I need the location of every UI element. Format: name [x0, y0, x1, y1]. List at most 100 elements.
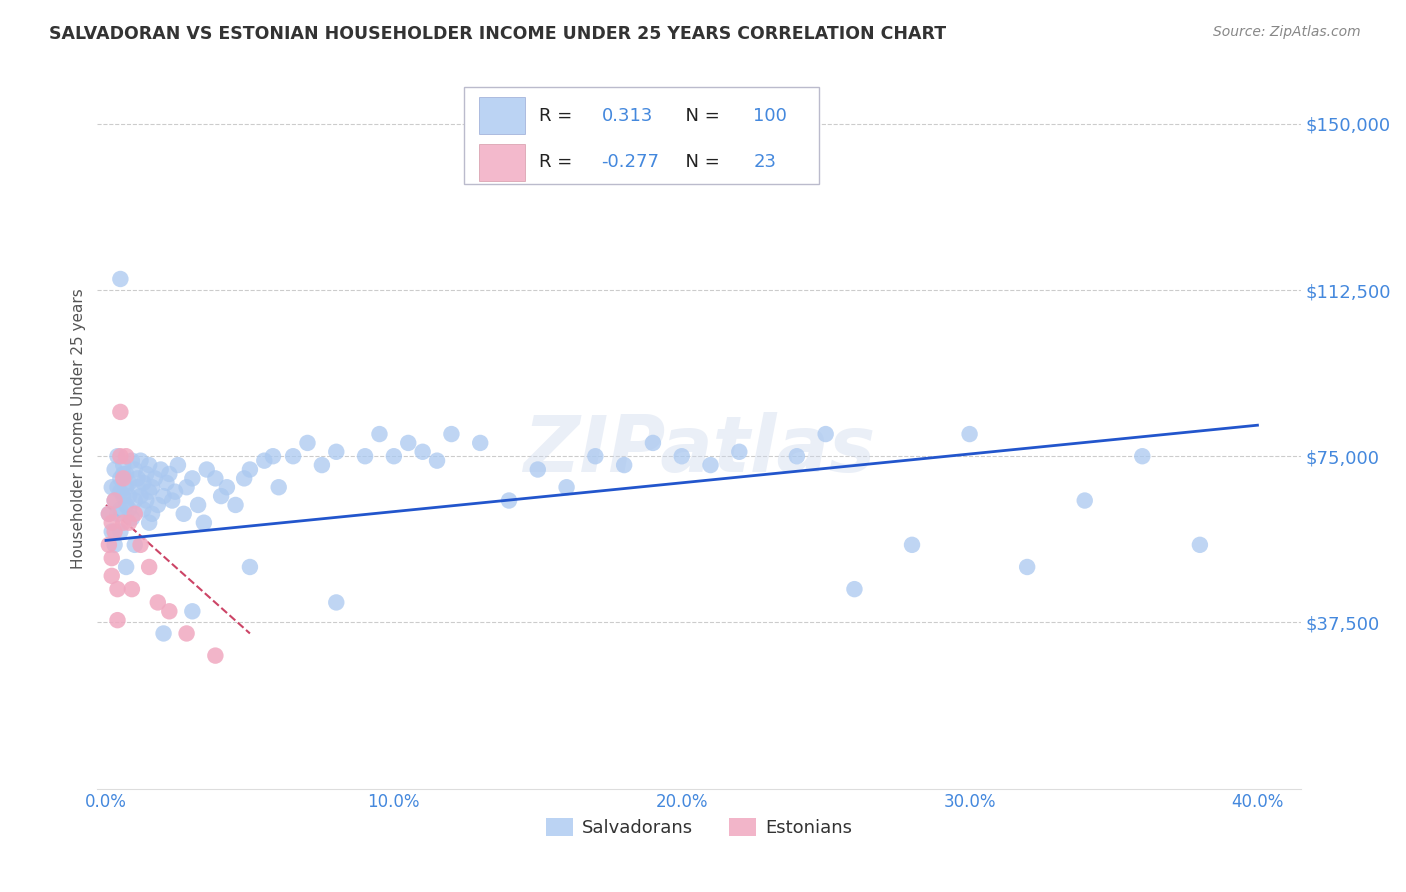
- Point: [396, 436, 419, 450]
- Text: Source: ZipAtlas.com: Source: ZipAtlas.com: [1213, 25, 1361, 39]
- Point: [613, 458, 636, 472]
- Text: R =: R =: [538, 153, 578, 171]
- Point: [160, 493, 183, 508]
- Point: [143, 471, 166, 485]
- Point: [100, 516, 122, 530]
- Point: [110, 405, 132, 419]
- Point: [115, 449, 138, 463]
- Point: [157, 604, 180, 618]
- Point: [149, 462, 172, 476]
- Point: [167, 458, 190, 472]
- Text: 23: 23: [754, 153, 776, 171]
- Point: [121, 453, 143, 467]
- Point: [110, 484, 132, 499]
- Point: [112, 516, 135, 530]
- Point: [110, 502, 132, 516]
- Point: [204, 471, 226, 485]
- Point: [141, 507, 163, 521]
- Point: [135, 493, 157, 508]
- Point: [141, 480, 163, 494]
- Point: [583, 449, 606, 463]
- Point: [641, 436, 664, 450]
- Point: [124, 538, 146, 552]
- Point: [152, 489, 174, 503]
- Point: [204, 648, 226, 663]
- Legend: Salvadorans, Estonians: Salvadorans, Estonians: [538, 811, 859, 845]
- Point: [155, 475, 177, 490]
- Point: [110, 524, 132, 539]
- Text: R =: R =: [538, 107, 578, 125]
- Point: [112, 489, 135, 503]
- Point: [498, 493, 520, 508]
- Point: [181, 471, 204, 485]
- Point: [152, 626, 174, 640]
- Text: N =: N =: [673, 107, 725, 125]
- Point: [97, 538, 120, 552]
- Point: [165, 484, 187, 499]
- Point: [311, 458, 333, 472]
- Point: [138, 560, 160, 574]
- Point: [104, 462, 127, 476]
- Point: [233, 471, 256, 485]
- Point: [526, 462, 548, 476]
- Point: [107, 449, 129, 463]
- Point: [146, 498, 169, 512]
- Point: [112, 467, 135, 481]
- FancyBboxPatch shape: [464, 87, 820, 184]
- Point: [118, 502, 141, 516]
- Point: [115, 560, 138, 574]
- Point: [382, 449, 405, 463]
- Point: [368, 427, 391, 442]
- Point: [181, 604, 204, 618]
- Point: [138, 458, 160, 472]
- Text: 0.313: 0.313: [602, 107, 652, 125]
- Point: [786, 449, 808, 463]
- Point: [239, 462, 262, 476]
- Point: [100, 569, 122, 583]
- Text: SALVADORAN VS ESTONIAN HOUSEHOLDER INCOME UNDER 25 YEARS CORRELATION CHART: SALVADORAN VS ESTONIAN HOUSEHOLDER INCOM…: [49, 25, 946, 43]
- Point: [1074, 493, 1097, 508]
- Point: [100, 524, 122, 539]
- Text: -0.277: -0.277: [602, 153, 659, 171]
- Point: [138, 516, 160, 530]
- Point: [176, 480, 198, 494]
- Point: [325, 595, 347, 609]
- Point: [118, 489, 141, 503]
- Point: [959, 427, 981, 442]
- Point: [1017, 560, 1039, 574]
- Point: [115, 467, 138, 481]
- Point: [118, 516, 141, 530]
- Point: [127, 480, 149, 494]
- Point: [112, 471, 135, 485]
- Point: [209, 489, 232, 503]
- Point: [1188, 538, 1211, 552]
- Point: [110, 449, 132, 463]
- Point: [440, 427, 463, 442]
- Point: [215, 480, 238, 494]
- Point: [132, 475, 155, 490]
- Point: [135, 467, 157, 481]
- Point: [671, 449, 693, 463]
- Point: [107, 613, 129, 627]
- FancyBboxPatch shape: [479, 144, 524, 181]
- Point: [107, 507, 129, 521]
- Point: [193, 516, 215, 530]
- Point: [138, 484, 160, 499]
- Point: [173, 507, 195, 521]
- Point: [844, 582, 866, 596]
- Point: [107, 480, 129, 494]
- Point: [728, 444, 751, 458]
- Point: [814, 427, 837, 442]
- Point: [100, 480, 122, 494]
- Text: ZIPatlas: ZIPatlas: [523, 412, 875, 488]
- Point: [157, 467, 180, 481]
- Point: [901, 538, 924, 552]
- Point: [470, 436, 492, 450]
- Point: [104, 493, 127, 508]
- Point: [121, 511, 143, 525]
- Point: [129, 453, 152, 467]
- Point: [262, 449, 284, 463]
- Point: [129, 489, 152, 503]
- Point: [195, 462, 218, 476]
- Text: 100: 100: [754, 107, 787, 125]
